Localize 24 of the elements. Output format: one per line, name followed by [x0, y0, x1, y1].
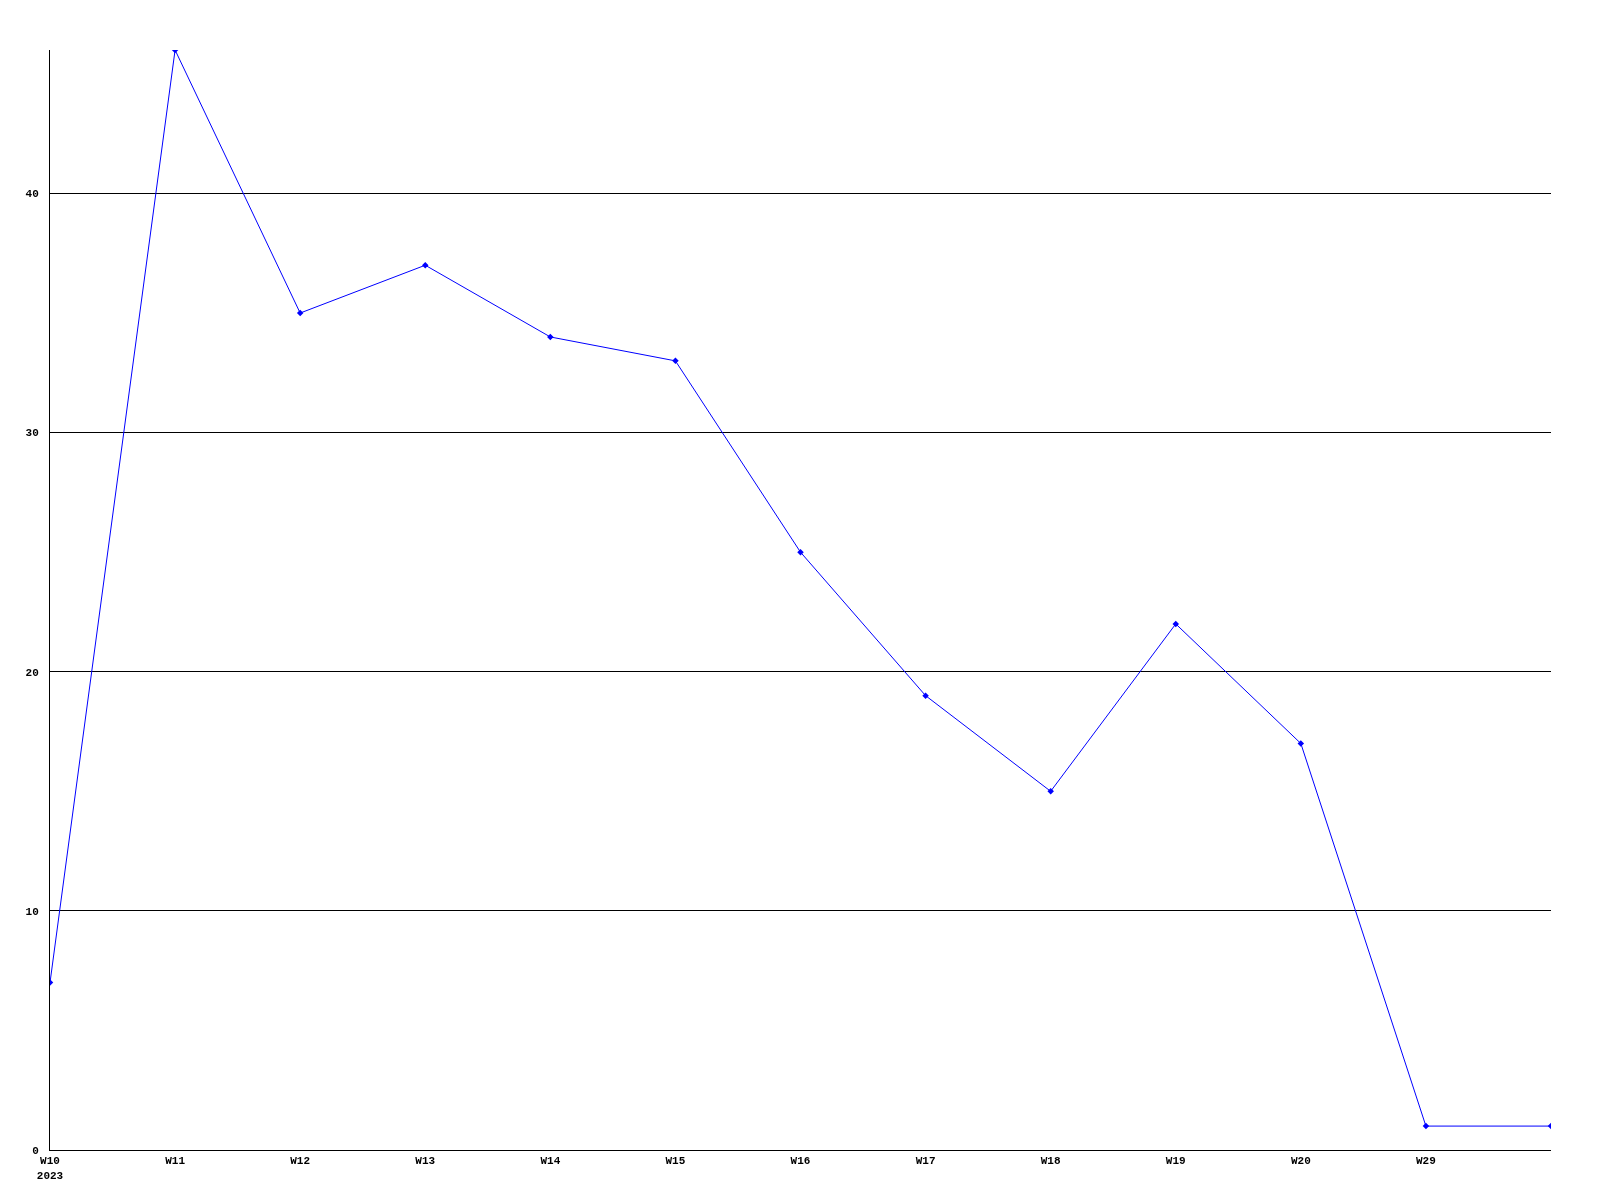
- point: [1172, 620, 1179, 628]
- y-tick-label: 20: [25, 666, 39, 679]
- y-tick-label: 10: [25, 905, 39, 918]
- x-tick-label: W12: [290, 1155, 311, 1168]
- x-tick-label: W17: [915, 1155, 936, 1168]
- point: [422, 261, 429, 269]
- point: [1422, 1122, 1430, 1130]
- x-tick-label: W14: [540, 1155, 561, 1168]
- x-tick-label: W29: [1416, 1155, 1436, 1168]
- y-tick-label: 30: [25, 427, 39, 440]
- x-tick-label: W18: [1040, 1155, 1061, 1168]
- line-series: [50, 50, 1551, 1130]
- x-tick-label: W10 2023: [36, 1155, 64, 1182]
- point: [296, 309, 304, 317]
- x-tick-label: W20: [1290, 1155, 1311, 1168]
- point: [1047, 788, 1054, 795]
- y-tick-label: 40: [25, 188, 39, 201]
- x-tick-label: W15: [665, 1155, 686, 1168]
- x-tick-label: W16: [790, 1155, 811, 1168]
- y-tick-label: 0: [32, 1144, 39, 1157]
- x-tick-label: W13: [415, 1155, 436, 1168]
- point: [922, 692, 929, 699]
- x-tick-label: W11: [165, 1155, 186, 1168]
- x-tick-label: W19: [1165, 1155, 1186, 1168]
